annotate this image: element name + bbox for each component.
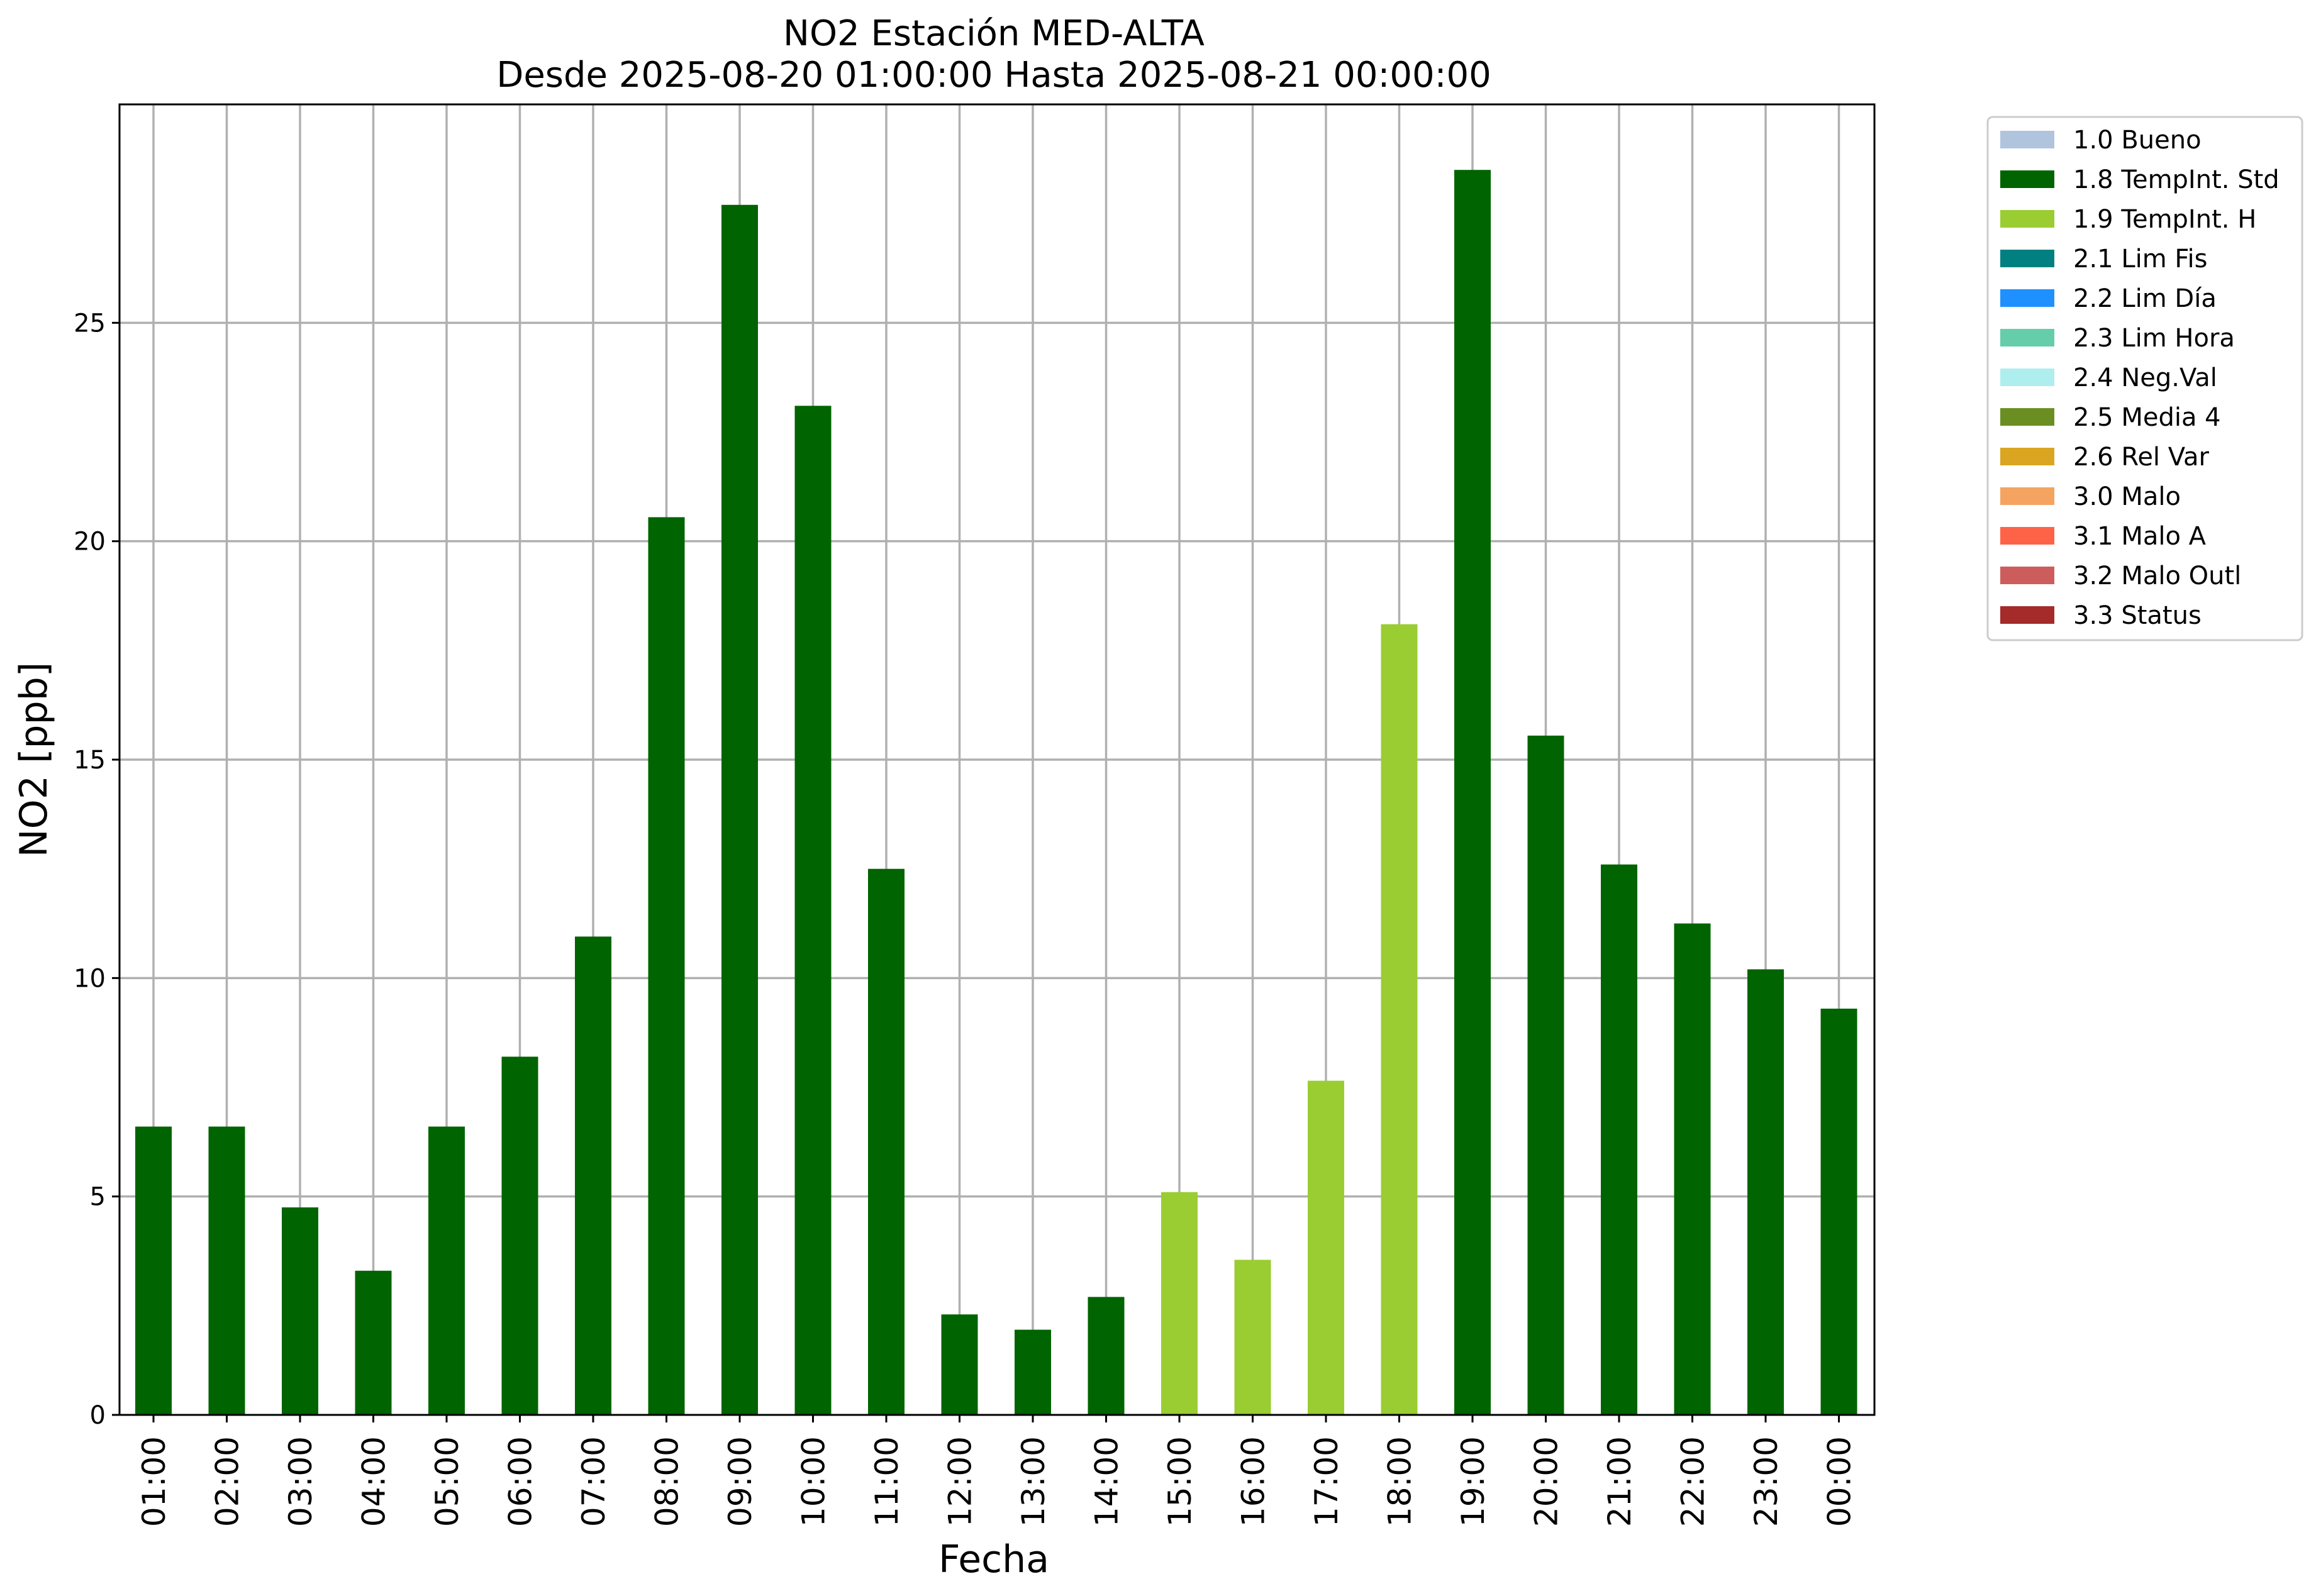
legend-swatch bbox=[2000, 131, 2054, 148]
y-tick-label: 15 bbox=[74, 746, 106, 775]
legend-label: 2.5 Media 4 bbox=[2073, 403, 2221, 432]
bar-2000 bbox=[1527, 735, 1564, 1415]
x-tick-label: 14:00 bbox=[1089, 1436, 1125, 1527]
x-tick-label: 08:00 bbox=[649, 1436, 686, 1527]
legend: 1.0 Bueno 1.8 TempInt. Std 1.9 TempInt. H 2… bbox=[1986, 116, 2303, 641]
bar-2200 bbox=[1674, 923, 1711, 1415]
bar-0000 bbox=[1820, 1008, 1857, 1415]
legend-label: 1.0 Bueno bbox=[2073, 126, 2202, 155]
x-tick-label: 12:00 bbox=[942, 1436, 979, 1527]
bar-0200 bbox=[208, 1126, 245, 1415]
x-tick-label: 21:00 bbox=[1601, 1436, 1638, 1527]
bar-1600 bbox=[1234, 1260, 1271, 1415]
bar-2100 bbox=[1601, 864, 1637, 1415]
x-tick-label: 16:00 bbox=[1235, 1436, 1272, 1527]
x-axis-label: Fecha bbox=[938, 1538, 1049, 1582]
bar-1500 bbox=[1161, 1192, 1198, 1415]
bar-0600 bbox=[501, 1056, 538, 1415]
bar-1100 bbox=[868, 868, 905, 1415]
x-tick-label: 11:00 bbox=[869, 1436, 905, 1527]
bar-1200 bbox=[941, 1314, 978, 1415]
legend-swatch bbox=[2000, 606, 2054, 624]
x-tick-label: 00:00 bbox=[1822, 1436, 1858, 1527]
legend-label: 1.8 TempInt. Std bbox=[2073, 165, 2280, 194]
legend-label: 3.1 Malo A bbox=[2073, 522, 2207, 551]
bar-0900 bbox=[721, 204, 758, 1416]
x-tick-label: 01:00 bbox=[136, 1436, 172, 1527]
bar-2300 bbox=[1747, 969, 1784, 1415]
y-tick-label: 5 bbox=[90, 1183, 106, 1212]
bar-0500 bbox=[428, 1126, 465, 1415]
x-tick-label: 20:00 bbox=[1528, 1436, 1565, 1527]
x-tick-label: 22:00 bbox=[1675, 1436, 1712, 1527]
x-tick-label: 05:00 bbox=[429, 1436, 465, 1527]
x-tick-label: 10:00 bbox=[796, 1436, 832, 1527]
bar-1400 bbox=[1088, 1297, 1125, 1415]
bar-1900 bbox=[1454, 170, 1491, 1416]
x-tick-label: 04:00 bbox=[356, 1436, 392, 1527]
bar-0300 bbox=[282, 1207, 318, 1415]
chart-subtitle: Desde 2025-08-20 01:00:00 Hasta 2025-08-… bbox=[496, 55, 1491, 96]
bar-0800 bbox=[648, 517, 685, 1416]
legend-label: 3.0 Malo bbox=[2073, 482, 2181, 511]
legend-label: 3.3 Status bbox=[2073, 601, 2202, 630]
x-tick-label: 19:00 bbox=[1455, 1436, 1491, 1527]
legend-label: 2.1 Lim Fis bbox=[2073, 245, 2207, 274]
x-tick-label: 06:00 bbox=[503, 1436, 539, 1527]
x-tick-label: 09:00 bbox=[722, 1436, 759, 1527]
ticks-layer: 0 5 10 15 20 25 01:00 02:00 03:00 04:00 05:00 06:00… bbox=[74, 309, 1857, 1527]
legend-swatch bbox=[2000, 567, 2054, 584]
chart-title: NO2 Estación MED-ALTA bbox=[783, 13, 1205, 54]
y-tick-label: 10 bbox=[74, 964, 106, 993]
y-axis-label: NO2 [ppb] bbox=[12, 662, 56, 857]
y-tick-label: 25 bbox=[74, 309, 106, 338]
bar-0700 bbox=[575, 936, 611, 1415]
legend-swatch bbox=[2000, 210, 2054, 228]
x-tick-label: 18:00 bbox=[1382, 1436, 1418, 1527]
legend-swatch bbox=[2000, 448, 2054, 465]
legend-label: 2.6 Rel Var bbox=[2073, 443, 2210, 472]
x-tick-label: 13:00 bbox=[1015, 1436, 1052, 1527]
bars-layer bbox=[135, 170, 1857, 1416]
legend-box bbox=[1986, 116, 2303, 641]
legend-label: 2.2 Lim Día bbox=[2073, 284, 2217, 313]
y-tick-label: 20 bbox=[74, 528, 106, 557]
legend-swatch bbox=[2000, 329, 2054, 346]
bar-0400 bbox=[355, 1270, 392, 1415]
x-tick-label: 15:00 bbox=[1162, 1436, 1198, 1527]
legend-swatch bbox=[2000, 289, 2054, 307]
bar-0100 bbox=[135, 1126, 172, 1415]
bar-1800 bbox=[1381, 624, 1418, 1415]
legend-swatch bbox=[2000, 250, 2054, 267]
x-tick-label: 02:00 bbox=[209, 1436, 246, 1527]
legend-swatch bbox=[2000, 487, 2054, 505]
legend-label: 2.3 Lim Hora bbox=[2073, 324, 2235, 353]
legend-swatch bbox=[2000, 369, 2054, 386]
legend-label: 2.4 Neg.Val bbox=[2073, 363, 2217, 392]
x-tick-label: 07:00 bbox=[576, 1436, 612, 1527]
legend-label: 3.2 Malo Outl bbox=[2073, 562, 2241, 590]
legend-swatch bbox=[2000, 170, 2054, 188]
legend-swatch bbox=[2000, 408, 2054, 426]
legend-swatch bbox=[2000, 527, 2054, 545]
legend-label: 1.9 TempInt. H bbox=[2073, 205, 2256, 234]
x-tick-label: 17:00 bbox=[1308, 1436, 1345, 1527]
bar-1300 bbox=[1015, 1329, 1051, 1415]
x-tick-label: 03:00 bbox=[282, 1436, 319, 1527]
bar-1700 bbox=[1308, 1080, 1344, 1415]
y-tick-label: 0 bbox=[90, 1401, 106, 1430]
x-tick-label: 23:00 bbox=[1748, 1436, 1784, 1527]
bar-1000 bbox=[794, 406, 832, 1415]
